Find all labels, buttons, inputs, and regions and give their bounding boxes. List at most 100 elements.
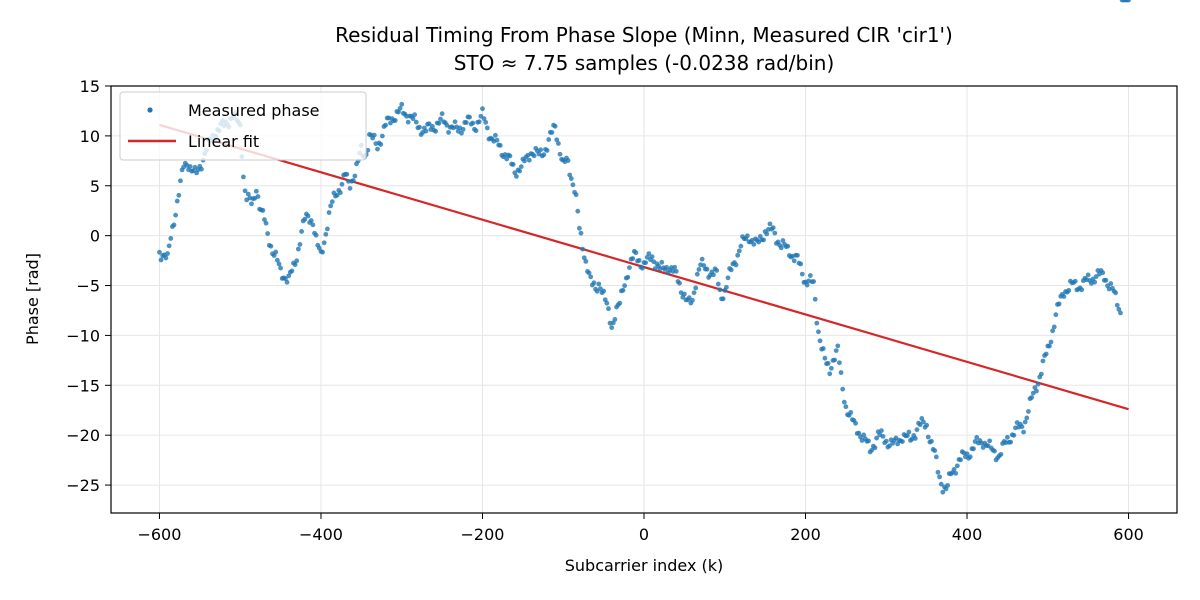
measured-point	[242, 188, 248, 194]
measured-point	[785, 243, 791, 249]
measured-point	[770, 225, 776, 231]
measured-point	[1085, 272, 1091, 278]
measured-point	[305, 213, 311, 219]
measured-point	[168, 236, 174, 241]
measured-point	[323, 231, 329, 237]
measured-point	[396, 109, 401, 115]
measured-point	[723, 284, 729, 290]
measured-point	[1047, 343, 1052, 349]
measured-point	[565, 158, 571, 163]
measured-point	[176, 192, 182, 198]
measured-point	[397, 105, 403, 111]
measured-point	[405, 119, 411, 125]
measured-point	[714, 268, 720, 273]
measured-point	[914, 427, 920, 433]
measured-point	[497, 142, 503, 148]
measured-point	[612, 317, 618, 322]
measured-point	[945, 483, 951, 488]
measured-point	[538, 147, 544, 153]
measured-point	[473, 128, 479, 134]
measured-point	[321, 240, 327, 246]
measured-point	[467, 114, 472, 120]
measured-point	[594, 288, 600, 294]
y-tick-label: −5	[76, 277, 100, 296]
measured-point	[904, 433, 910, 439]
measured-point	[649, 254, 655, 260]
measured-point	[241, 174, 246, 180]
measured-point	[286, 273, 292, 279]
measured-point	[297, 242, 303, 247]
measured-point	[274, 257, 280, 263]
measured-point	[751, 241, 757, 247]
measured-point	[493, 132, 498, 138]
y-tick-label: −20	[66, 426, 100, 445]
measured-point	[1008, 439, 1014, 445]
measured-point	[1103, 277, 1109, 283]
measured-point	[929, 438, 934, 444]
measured-point	[526, 157, 532, 163]
measured-point	[253, 188, 259, 194]
measured-point	[576, 225, 582, 231]
measured-point	[552, 123, 558, 129]
measured-point	[199, 166, 204, 172]
measured-point	[987, 438, 993, 444]
measured-point	[627, 265, 632, 271]
measured-point	[166, 243, 172, 249]
measured-point	[832, 357, 837, 363]
measured-point	[433, 128, 439, 134]
measured-point	[921, 419, 926, 425]
measured-point	[1100, 270, 1106, 276]
measured-point	[295, 246, 301, 252]
measured-point	[795, 252, 800, 258]
measured-point	[470, 120, 476, 126]
measured-point	[778, 245, 784, 251]
measured-point	[392, 118, 398, 123]
measured-point	[958, 457, 963, 463]
measured-point	[249, 201, 254, 207]
measured-point	[171, 222, 177, 228]
measured-point	[522, 158, 527, 164]
measured-point	[575, 208, 581, 214]
measured-point	[814, 320, 820, 326]
measured-point	[693, 285, 699, 291]
measured-point	[646, 251, 652, 256]
measured-point	[799, 271, 805, 277]
measured-point	[439, 111, 445, 117]
measured-point	[798, 261, 804, 267]
y-axis-label: Phase [rad]	[23, 253, 42, 345]
measured-point	[735, 252, 741, 258]
measured-point	[838, 370, 844, 375]
measured-point	[518, 164, 524, 170]
measured-point	[494, 137, 500, 143]
measured-point	[278, 265, 283, 271]
measured-point	[1022, 419, 1028, 425]
measured-point	[1034, 388, 1039, 394]
measured-point	[622, 283, 628, 289]
y-tick-label: −10	[66, 326, 100, 345]
measured-point	[791, 258, 797, 264]
measured-point	[880, 433, 886, 439]
measured-point	[1050, 328, 1056, 334]
measured-point	[659, 259, 665, 265]
measured-point	[725, 275, 731, 281]
y-tick-label: 5	[90, 177, 100, 196]
measured-point	[1026, 409, 1031, 414]
measured-point	[630, 256, 636, 261]
y-tick-label: 0	[90, 227, 100, 246]
measured-point	[568, 176, 574, 181]
measured-point	[1048, 339, 1054, 345]
measured-point	[289, 268, 295, 274]
measured-point	[953, 470, 959, 476]
measured-point	[828, 365, 834, 371]
measured-point	[761, 237, 766, 243]
measured-point	[906, 429, 912, 435]
measured-point	[344, 171, 350, 177]
measured-point	[412, 112, 418, 118]
measured-point	[347, 185, 353, 191]
measured-point	[964, 451, 970, 457]
measured-point	[383, 122, 388, 128]
x-tick-label: 0	[639, 525, 649, 544]
measured-points-layer	[157, 0, 1131, 495]
measured-point	[1118, 310, 1123, 316]
